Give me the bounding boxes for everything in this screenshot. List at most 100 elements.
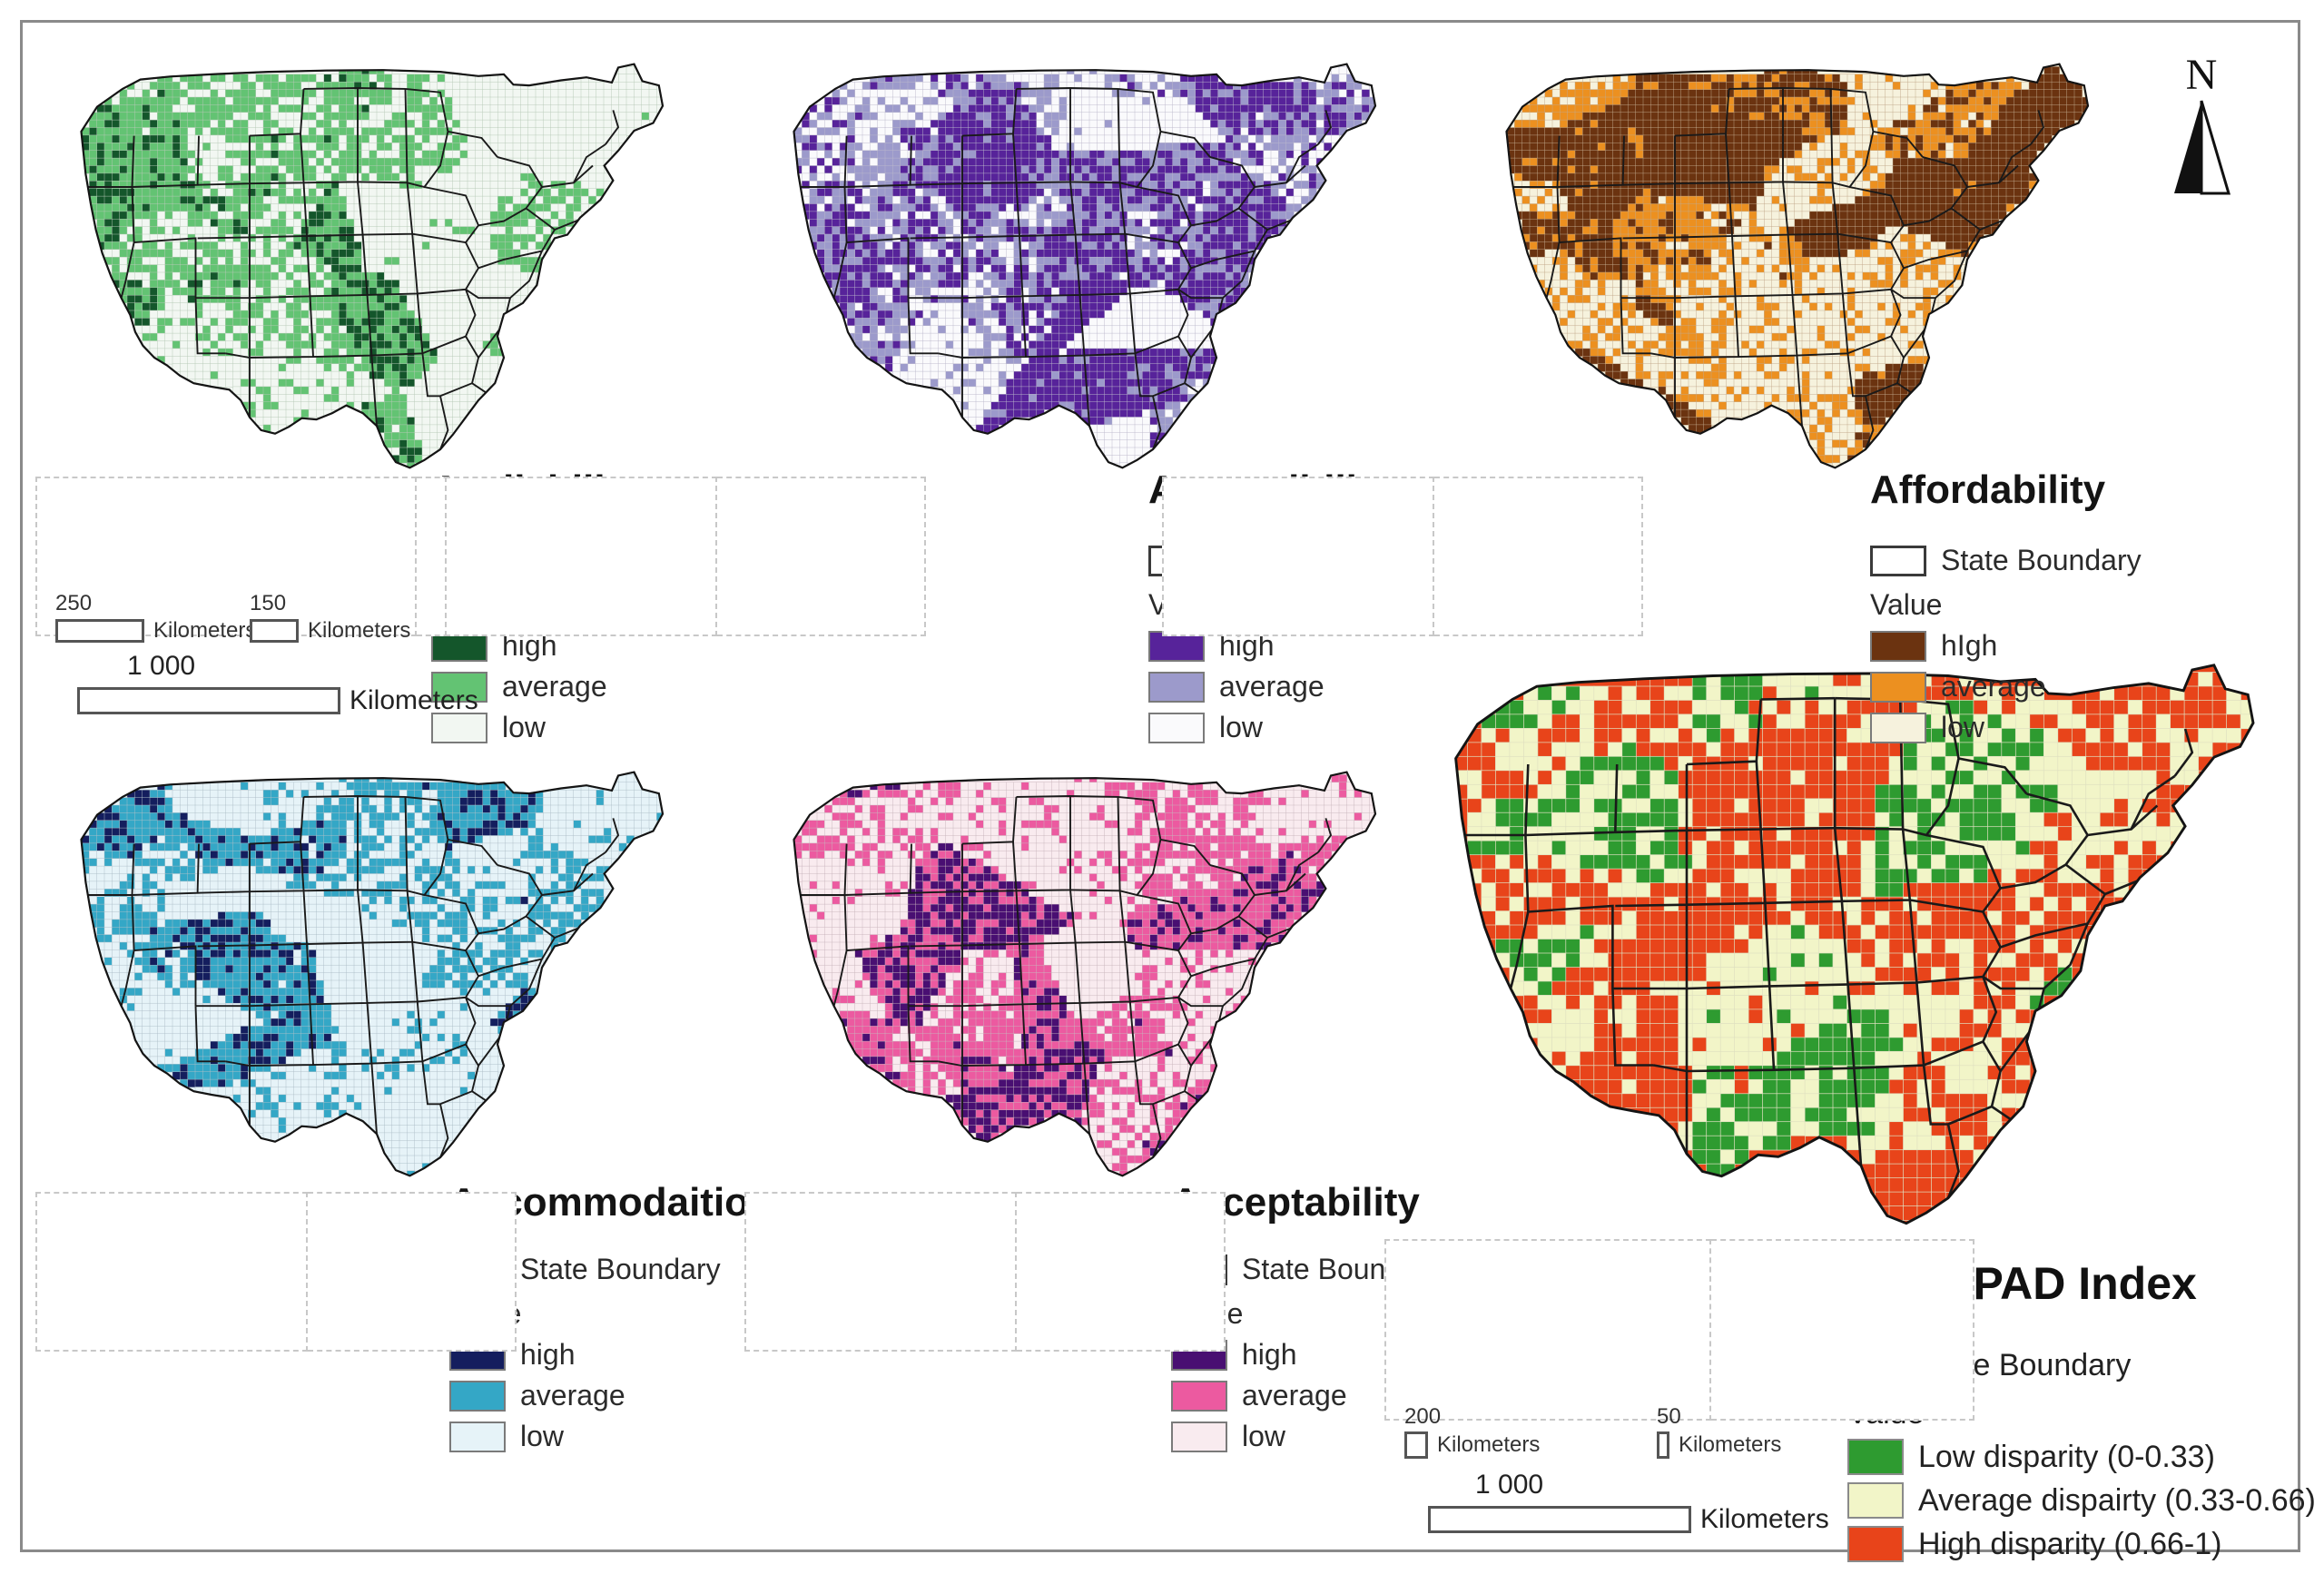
- north-arrow-icon: [2174, 100, 2231, 195]
- county-cells: [81, 66, 663, 468]
- panel-title-affordability: Affordability: [1870, 467, 2106, 512]
- state-boundaries: [1512, 87, 2045, 450]
- inset-alaska-accommodaition: [35, 1192, 308, 1352]
- inset-hawaii-us-pad-index: [1711, 1239, 1974, 1421]
- state-boundaries: [800, 87, 1333, 450]
- class-label-average: average: [1941, 670, 2046, 703]
- class-swatch-average: [1148, 671, 1205, 703]
- legend-row-low-disparity: Low disparity (0-0.33): [1847, 1439, 2324, 1475]
- scalebar-main-top: 1 000 Kilometers: [77, 651, 478, 716]
- class-label-low: low: [1941, 711, 1985, 743]
- map-acceptability: [793, 771, 1377, 1177]
- legend-row-low: low: [1870, 711, 2251, 744]
- legend-row-low: low: [449, 1420, 849, 1453]
- legend-row-average: average: [431, 670, 812, 703]
- scalebar-alaska-top: 250 Kilometers: [55, 591, 256, 644]
- class-label-low-disparity: Low disparity (0-0.33): [1918, 1439, 2215, 1474]
- class-swatch-low: [431, 712, 487, 743]
- county-cells: [793, 66, 1375, 468]
- class-swatch-low: [1870, 712, 1926, 743]
- legend-row-low: low: [1171, 1420, 1571, 1453]
- state-boundaries: [87, 87, 620, 450]
- class-swatch-low: [1148, 712, 1205, 743]
- inset-hawaii-accommodaition: [308, 1192, 517, 1352]
- inset-alaska-availability: [35, 477, 417, 636]
- class-label-average: average: [1242, 1379, 1347, 1412]
- panel-affordability: Affordability State Boundary Value hIgh …: [1870, 467, 2251, 744]
- state-boundaries: [1464, 696, 2194, 1199]
- north-arrow-label: N: [2185, 51, 2218, 99]
- scalebar-value: 1 000: [1475, 1470, 1544, 1500]
- legend-row-high-disparity: High disparity (0.66-1): [1847, 1526, 2324, 1562]
- map-accommodaition: [80, 771, 665, 1177]
- scalebar-unit: Kilometers: [308, 618, 411, 643]
- class-label-average: average: [502, 670, 607, 703]
- scalebar-unit: Kilometers: [350, 685, 478, 715]
- maps-canvas: [60, 63, 2255, 1393]
- scalebar-value: 250: [55, 591, 93, 615]
- map-accessibility: [793, 63, 1377, 469]
- map-padindex: [1454, 664, 2255, 1225]
- scalebar-bar-icon: [77, 687, 340, 714]
- class-label-average-disparity: Average dispairty (0.33-0.66): [1918, 1482, 2316, 1518]
- scalebar-hawaii-bottom: 50 Kilometers: [1657, 1404, 1781, 1459]
- legend-row-state-boundary: State Boundary: [1870, 544, 2251, 577]
- class-label-average: average: [520, 1379, 625, 1412]
- scalebar-bar-icon: [250, 619, 299, 643]
- class-label-low: low: [1219, 711, 1264, 743]
- class-swatch-low-disparity: [1847, 1439, 1904, 1475]
- scalebar-bar-icon: [55, 619, 144, 643]
- class-swatch-average: [449, 1380, 506, 1412]
- class-label-high: high: [520, 1338, 576, 1371]
- scalebar-value: 50: [1657, 1404, 1681, 1429]
- legend-row-average: average: [1171, 1379, 1571, 1412]
- county-cells: [81, 774, 663, 1176]
- panel-title-acceptability: Acceptability: [1171, 1180, 1420, 1225]
- class-label-high-disparity: High disparity (0.66-1): [1918, 1526, 2222, 1561]
- scalebar-unit: Kilometers: [1700, 1504, 1829, 1534]
- north-arrow: N: [2147, 54, 2256, 208]
- value-heading: Value: [1870, 588, 1943, 621]
- legend-row-low: low: [431, 711, 812, 744]
- inset-hawaii-affordability: [1434, 477, 1643, 636]
- inset-hawaii-accessibility: [717, 477, 926, 636]
- legend-row-average: average: [1148, 670, 1530, 703]
- class-label-low: low: [1242, 1420, 1286, 1452]
- class-swatch-high-disparity: [1847, 1526, 1904, 1562]
- inset-alaska-us-pad-index: [1384, 1239, 1711, 1421]
- scalebar-value: 1 000: [127, 651, 196, 681]
- state-boundary-label: State Boundary: [520, 1253, 721, 1285]
- scalebar-unit: Kilometers: [1679, 1432, 1782, 1457]
- scalebar-alaska-bottom: 200 Kilometers: [1404, 1404, 1540, 1459]
- inset-alaska-accessibility: [445, 477, 717, 636]
- legend-row-average: average: [449, 1379, 849, 1412]
- class-label-low: low: [502, 711, 547, 743]
- county-cells: [1506, 66, 2088, 468]
- scalebar-unit: Kilometers: [153, 618, 257, 643]
- scalebar-bar-icon: [1428, 1506, 1691, 1533]
- class-swatch-average: [1870, 671, 1926, 703]
- scalebar-hawaii-top: 150 Kilometers: [250, 591, 410, 644]
- legend-row-average: average: [1870, 670, 2251, 703]
- class-label-average: average: [1219, 670, 1324, 703]
- map-affordability: [1505, 63, 2090, 469]
- inset-alaska-acceptability: [744, 1192, 1017, 1352]
- scalebar-main-bottom: 1 000 Kilometers: [1428, 1470, 1829, 1535]
- class-swatch-low: [449, 1421, 506, 1452]
- state-boundary-swatch-icon: [1870, 545, 1926, 576]
- scalebar-unit: Kilometers: [1437, 1432, 1541, 1457]
- legend-row-average-disparity: Average dispairty (0.33-0.66): [1847, 1482, 2324, 1519]
- inset-alaska-affordability: [1162, 477, 1434, 636]
- class-swatch-average-disparity: [1847, 1482, 1904, 1519]
- county-cells: [1455, 672, 2254, 1221]
- class-swatch-average: [431, 671, 487, 703]
- class-label-high: hIgh: [1941, 629, 1998, 662]
- figure-frame: N Availability State Boundary Value high…: [20, 20, 2316, 1562]
- scalebar-value: 200: [1404, 1404, 1442, 1429]
- class-swatch-average: [1171, 1380, 1227, 1412]
- class-swatch-low: [1171, 1421, 1227, 1452]
- class-label-low: low: [520, 1420, 565, 1452]
- class-swatch-high: [1870, 630, 1926, 662]
- state-boundary-label: State Boundary: [1941, 544, 2142, 576]
- scalebar-bar-icon: [1404, 1431, 1428, 1459]
